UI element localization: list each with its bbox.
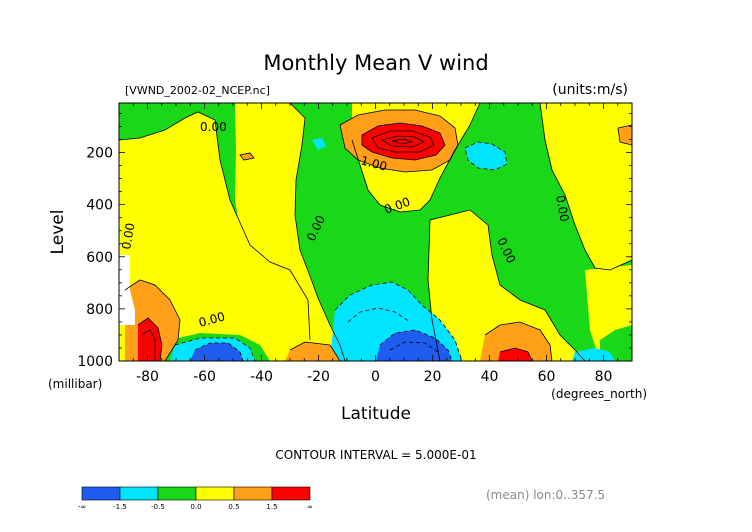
contour-label: 1.00: [359, 153, 388, 173]
y-tick-labels: 200 400 600 800 1000: [77, 146, 113, 370]
colorbar-label: 0.0: [190, 503, 201, 511]
colorbar-label: -1.5: [113, 503, 127, 511]
negative-contour-lines: [174, 141, 508, 361]
region-negative: [465, 142, 507, 170]
x-tick-label: 0: [371, 369, 380, 385]
x-tick-label: -60: [193, 369, 216, 385]
contour-label: 0.00: [119, 222, 137, 251]
x-tick-label: 60: [538, 369, 556, 385]
region-positive: [240, 153, 254, 160]
file-label: [VWND_2002-02_NCEP.nc]: [125, 84, 270, 97]
region-positive-band: [540, 103, 632, 270]
contour-lines: [119, 103, 632, 361]
missing-data-area: [119, 255, 135, 325]
x-tick-label: -40: [250, 369, 273, 385]
region-positive-band: [235, 103, 345, 361]
x-tick-label: 40: [481, 369, 499, 385]
y-axis-units: (millibar): [48, 377, 102, 391]
colorbar-swatch: [119, 486, 159, 501]
region-strong-negative: [376, 330, 452, 361]
contour-field: 0.00 0.00 0.00 0.00 0.00 0.00 0.00 1.00: [119, 103, 632, 361]
region-positive: [480, 322, 552, 361]
region-strong-negative: [190, 343, 243, 361]
region-strong-positive: [362, 123, 445, 160]
mean-longitude-note: (mean) lon:0..357.5: [486, 488, 605, 502]
x-axis-label: Latitude: [341, 404, 411, 424]
colorbar-label: -0.5: [151, 503, 165, 511]
region-strong-positive: [498, 348, 532, 361]
region-positive: [285, 342, 340, 361]
region-negative: [572, 348, 615, 361]
colorbar-swatch: [157, 486, 197, 501]
x-tick-label: -80: [136, 369, 159, 385]
colorbar-label: ∞: [307, 503, 313, 511]
colorbar-swatch: [271, 486, 311, 501]
contour-label: 0.00: [200, 120, 227, 134]
y-axis-label: Level: [48, 210, 68, 255]
colorbar-label: 0.5: [228, 503, 239, 511]
x-axis-units: (degrees_north): [551, 387, 647, 401]
y-tick-label: 200: [86, 146, 113, 162]
region-positive: [618, 125, 632, 145]
region-positive-band: [428, 210, 585, 361]
y-tick-label: 800: [86, 302, 113, 318]
x-tick-label: 20: [424, 369, 442, 385]
x-tick-label: 80: [595, 369, 613, 385]
colorbar-label: -∞: [78, 503, 86, 511]
x-tick-labels: -80 -60 -40 -20 0 20 40 60 80: [136, 369, 612, 385]
colorbar-label: 1.5: [266, 503, 277, 511]
colorbar-swatch: [81, 486, 121, 501]
colorbar-labels: -∞ -1.5 -0.5 0.0 0.5 1.5 ∞: [78, 503, 313, 511]
region-negative: [312, 138, 326, 150]
contour-label: 0.00: [553, 194, 571, 223]
colorbar-swatch: [195, 486, 235, 501]
units-label: (units:m/s): [552, 82, 628, 98]
contour-label: 0.00: [197, 309, 226, 329]
chart-title: Monthly Mean V wind: [263, 51, 488, 75]
y-tick-label: 600: [86, 250, 113, 266]
region-strong-positive: [138, 318, 162, 361]
y-tick-label: 1000: [77, 354, 113, 370]
contour-interval: CONTOUR INTERVAL = 5.000E-01: [275, 448, 476, 462]
y-tick-label: 400: [86, 198, 113, 214]
colorbar: [81, 486, 311, 501]
colorbar-swatch: [233, 486, 273, 501]
axis-ticks: [118, 103, 633, 362]
x-tick-label: -20: [307, 369, 330, 385]
